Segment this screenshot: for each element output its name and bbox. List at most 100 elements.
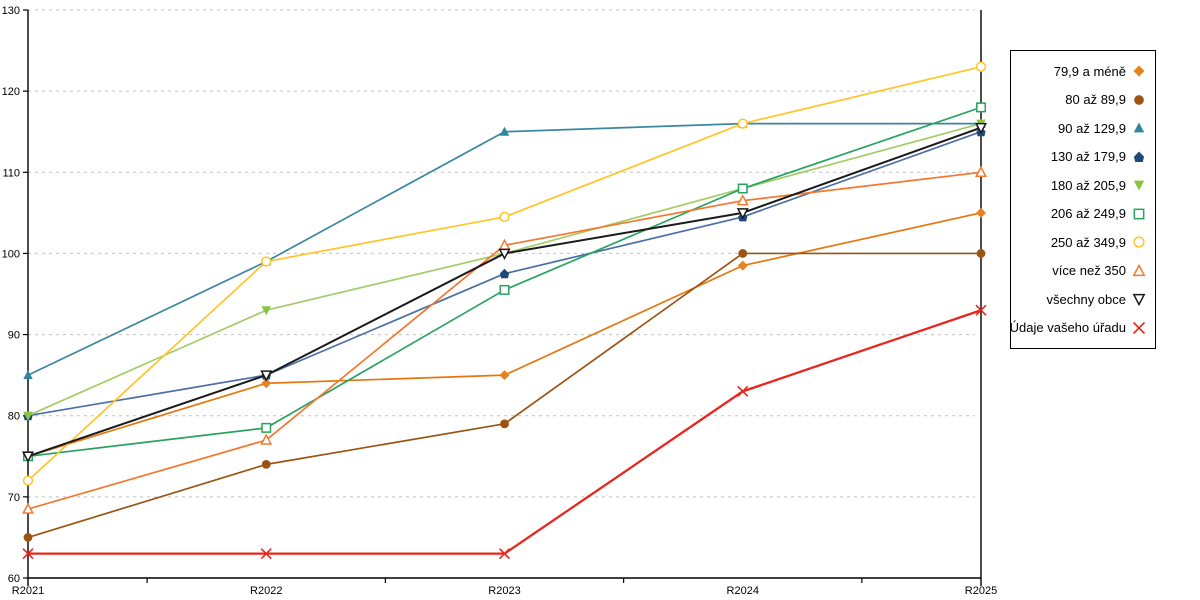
marker-circle bbox=[1133, 236, 1145, 248]
x-tick-label-r2025: R2025 bbox=[965, 585, 997, 597]
marker-diamond bbox=[1133, 65, 1145, 77]
series-line bbox=[27, 106, 982, 458]
marker-triangle-down bbox=[23, 411, 33, 421]
y-tick-label-120: 120 bbox=[2, 86, 20, 98]
marker-pentagon bbox=[499, 268, 510, 279]
series-250-a-349-9 bbox=[22, 61, 987, 486]
marker-circle bbox=[500, 419, 509, 429]
marker-x bbox=[737, 385, 749, 397]
series-206-a-249-9 bbox=[23, 102, 986, 462]
marker-triangle-down bbox=[260, 370, 273, 382]
marker-triangle-up bbox=[1132, 263, 1146, 276]
legend-label: 130 až 179,9 bbox=[1050, 149, 1126, 165]
marker-circle bbox=[976, 249, 986, 258]
legend-item-79-9-a-m-n: 79,9 a méně bbox=[1015, 60, 1147, 82]
series-line bbox=[26, 309, 983, 555]
legend-item-v-ce-ne-350: více než 350 bbox=[1015, 260, 1147, 282]
legend-marker-icon bbox=[1132, 263, 1146, 276]
legend-marker-icon bbox=[1132, 321, 1146, 334]
marker-x bbox=[1132, 321, 1146, 334]
marker-square bbox=[1133, 208, 1145, 220]
legend-item-250-a-349-9: 250 až 349,9 bbox=[1015, 231, 1147, 253]
marker-diamond bbox=[737, 260, 748, 271]
legend-label: 250 až 349,9 bbox=[1050, 234, 1126, 250]
marker-x-stroke bbox=[737, 385, 749, 397]
x-tick-label-r2021: R2021 bbox=[12, 585, 44, 597]
y-tick-label-130: 130 bbox=[2, 5, 20, 17]
marker-circle bbox=[1134, 94, 1144, 105]
marker-triangle-down bbox=[1133, 180, 1145, 191]
x-tick-label-r2023: R2023 bbox=[488, 585, 520, 597]
legend-label: Údaje vašeho úřadu bbox=[1009, 320, 1126, 336]
marker-diamond bbox=[976, 207, 986, 218]
series-line bbox=[27, 171, 982, 510]
marker-square bbox=[261, 422, 272, 433]
marker-circle bbox=[499, 211, 510, 223]
marker-x-stroke bbox=[22, 548, 34, 560]
legend-label: 206 až 249,9 bbox=[1050, 206, 1126, 222]
marker-x bbox=[22, 548, 34, 560]
y-tick-label-70: 70 bbox=[8, 492, 20, 504]
y-tick-label-100: 100 bbox=[2, 248, 20, 260]
marker-triangle-down bbox=[1132, 294, 1146, 307]
legend-marker-icon bbox=[1134, 94, 1144, 105]
legend-marker-icon bbox=[1133, 65, 1145, 77]
series-80-a-89-9 bbox=[23, 249, 986, 542]
marker-triangle-up bbox=[260, 433, 273, 445]
x-tick-label-r2022: R2022 bbox=[250, 585, 282, 597]
marker-x-stroke bbox=[260, 548, 272, 560]
marker-triangle-up bbox=[1133, 122, 1145, 133]
marker-triangle-up bbox=[22, 502, 34, 514]
marker-triangle-down bbox=[498, 248, 511, 261]
legend-item-v-echny-obce: všechny obce bbox=[1015, 288, 1147, 310]
legend-marker-icon bbox=[1133, 236, 1145, 248]
legend-marker-icon bbox=[1133, 122, 1145, 133]
legend-marker-icon bbox=[1133, 180, 1145, 191]
marker-diamond bbox=[499, 370, 510, 381]
series-daje-va-eho-adu bbox=[22, 304, 987, 560]
legend-item-90-a-129-9: 90 až 129,9 bbox=[1015, 117, 1147, 139]
marker-triangle-down bbox=[736, 208, 749, 220]
marker-circle bbox=[22, 475, 34, 486]
legend-label: všechny obce bbox=[1046, 291, 1127, 307]
legend-label: 80 až 89,9 bbox=[1065, 92, 1126, 108]
series-v-ce-ne-350 bbox=[22, 165, 987, 514]
marker-circle bbox=[737, 118, 748, 129]
y-tick-label-110: 110 bbox=[2, 167, 20, 179]
marker-x-stroke bbox=[498, 548, 511, 560]
legend-marker-icon bbox=[1132, 294, 1146, 307]
x-tick-label-r2024: R2024 bbox=[727, 585, 759, 597]
series-v-echny-obce bbox=[22, 122, 987, 463]
marker-circle bbox=[261, 256, 272, 267]
marker-square bbox=[976, 102, 986, 113]
legend-marker-icon bbox=[1133, 151, 1145, 162]
marker-x bbox=[498, 548, 511, 560]
y-tick-label-60: 60 bbox=[8, 573, 20, 585]
y-tick-label-80: 80 bbox=[8, 411, 20, 423]
marker-x bbox=[260, 548, 272, 560]
marker-x-stroke bbox=[1132, 321, 1146, 334]
legend-label: 79,9 a méně bbox=[1053, 63, 1126, 79]
marker-x-stroke bbox=[975, 304, 987, 316]
marker-triangle-down bbox=[22, 451, 34, 463]
marker-triangle-down bbox=[975, 122, 987, 135]
marker-circle bbox=[975, 61, 987, 72]
y-tick-label-90: 90 bbox=[8, 330, 20, 342]
legend-marker-icon bbox=[1133, 208, 1145, 220]
legend-label: 90 až 129,9 bbox=[1058, 120, 1126, 136]
marker-triangle-down bbox=[261, 306, 271, 316]
marker-circle bbox=[738, 249, 748, 258]
legend-item-80-a-89-9: 80 až 89,9 bbox=[1015, 89, 1147, 111]
legend-label: více než 350 bbox=[1052, 263, 1126, 279]
marker-circle bbox=[261, 460, 271, 469]
marker-triangle-up bbox=[499, 126, 510, 136]
legend-label: 180 až 205,9 bbox=[1050, 177, 1126, 193]
legend-item-180-a-205-9: 180 až 205,9 bbox=[1015, 174, 1147, 196]
marker-circle bbox=[23, 533, 33, 542]
marker-square bbox=[737, 183, 748, 194]
series-line bbox=[27, 252, 982, 539]
legend-item-daje-va-eho-adu: Údaje vašeho úřadu bbox=[1010, 317, 1147, 339]
marker-pentagon bbox=[1133, 151, 1145, 162]
